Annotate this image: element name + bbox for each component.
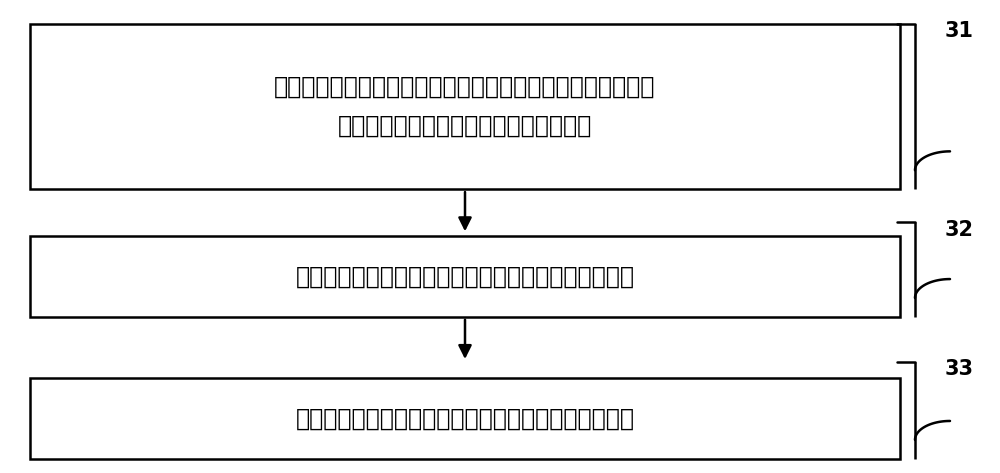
Text: 31: 31 (945, 21, 974, 41)
Text: 32: 32 (945, 220, 974, 240)
Text: 根据需要将相应的业务操作调用发送给业务路由层处理: 根据需要将相应的业务操作调用发送给业务路由层处理 (295, 265, 635, 289)
Text: 33: 33 (945, 359, 974, 379)
Bar (30, 236, 900, 317)
Text: 业务路由层将不同的业务操作调用分发给指定南向插件: 业务路由层将不同的业务操作调用分发给指定南向插件 (295, 407, 635, 430)
Bar (30, 378, 900, 459)
Text: 在北向应用程序编程接口携带扩展属性的情况下，模型平台调
用扩展模板读接口，读取扩展属性和操作: 在北向应用程序编程接口携带扩展属性的情况下，模型平台调 用扩展模板读接口，读取扩… (274, 75, 656, 138)
Bar (30, 24, 900, 189)
